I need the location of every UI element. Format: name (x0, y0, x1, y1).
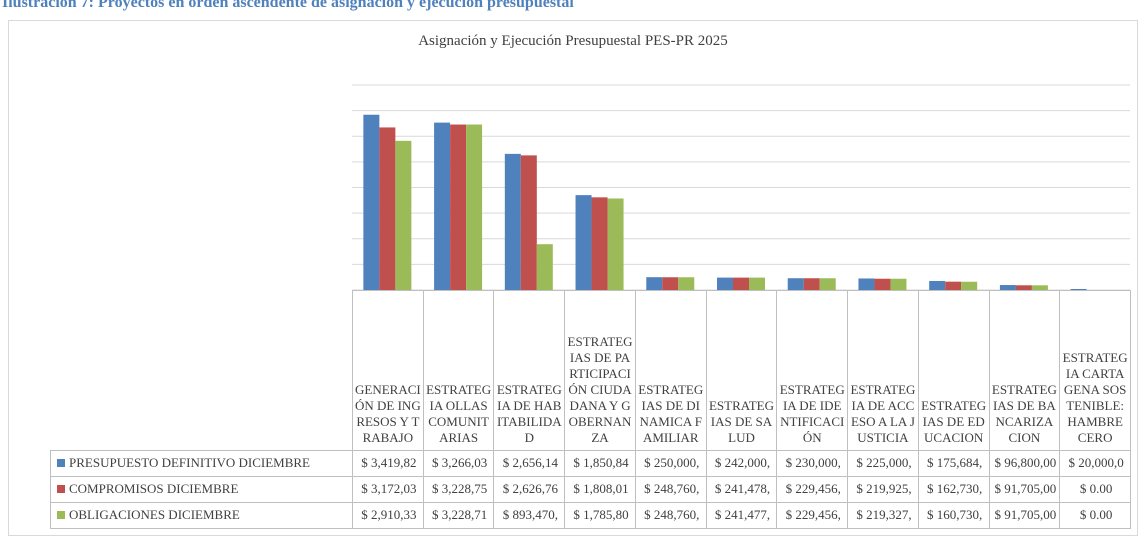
caption: Ilustración 7: Proyectos en orden ascend… (2, 0, 574, 11)
value-label: $ 219,327, (847, 502, 919, 529)
legend-label: PRESUPUESTO DEFINITIVO DICIEMBRE (69, 455, 310, 470)
value-label: $ 248,760, (634, 502, 707, 529)
category-label: ESTRATEGIAS DE PARTICIPACIÓN CIUDADANA Y… (564, 290, 636, 451)
legend-entry: COMPROMISOS DICIEMBRE (50, 476, 353, 503)
legend-entry: OBLIGACIONES DICIEMBRE (50, 502, 353, 529)
bar (450, 124, 467, 290)
category-label: ESTRATEGIAS DE BANCARIZACION (988, 290, 1061, 451)
bar (749, 277, 765, 290)
bar (1070, 288, 1087, 290)
value-label: $ 230,000, (776, 450, 849, 477)
bar (787, 278, 804, 290)
value-label: $ 229,456, (776, 502, 849, 529)
value-label: $ 20,000,0 (1059, 450, 1131, 477)
value-label: $ 248,760, (634, 476, 707, 503)
value-label: $ 91,705,00 (988, 476, 1061, 503)
bar (520, 155, 537, 290)
bar (1015, 285, 1032, 290)
bar (961, 281, 978, 290)
bar (575, 195, 592, 290)
value-label: $ 241,477, (705, 502, 778, 529)
bar (379, 127, 396, 290)
value-label: $ 219,925, (847, 476, 919, 503)
value-label: $ 3,419,82 (352, 450, 424, 477)
value-label: $ 3,228,71 (422, 502, 495, 529)
category-label: ESTRATEGIA DE ACCESO A LA JUSTICIA (847, 290, 919, 451)
category-label: ESTRATEGIAS DE SALUD (705, 290, 778, 451)
value-label: $ 3,172,03 (352, 476, 424, 503)
value-label: $ 2,656,14 (493, 450, 566, 477)
value-label: $ 1,808,01 (564, 476, 636, 503)
value-label: $ 0.00 (1059, 476, 1131, 503)
value-label: $ 241,478, (705, 476, 778, 503)
bar (874, 278, 891, 290)
category-label: ESTRATEGIAS DE EDUCACION (917, 290, 990, 451)
legend-swatch (57, 485, 65, 493)
legend-label: COMPROMISOS DICIEMBRE (69, 481, 239, 496)
value-label: $ 0.00 (1059, 502, 1131, 529)
value-label: $ 250,000, (634, 450, 707, 477)
bar (733, 277, 749, 290)
value-label: $ 229,456, (776, 476, 849, 503)
bar (591, 197, 608, 290)
bar (607, 198, 624, 290)
bar (929, 280, 946, 290)
value-label: $ 96,800,00 (988, 450, 1061, 477)
category-label: GENERACIÓN DE INGRESOS Y TRABAJO (352, 290, 424, 451)
category-label: ESTRATEGIA CARTAGENA SOSTENIBLE: HAMBRE … (1059, 290, 1131, 451)
value-label: $ 175,684, (917, 450, 990, 477)
legend-swatch (57, 511, 65, 519)
value-label: $ 242,000, (705, 450, 778, 477)
bar (945, 281, 962, 290)
value-label: $ 162,730, (917, 476, 990, 503)
legend-entry: PRESUPUESTO DEFINITIVO DICIEMBRE (50, 450, 353, 477)
chart-title: Asignación y Ejecución Presupuestal PES-… (418, 33, 728, 49)
value-label: $ 225,000, (847, 450, 919, 477)
category-label: ESTRATEGIA DE HABITABILIDAD (493, 290, 566, 451)
bar (536, 244, 553, 290)
bar (504, 153, 521, 290)
bar (646, 277, 663, 290)
value-label: $ 1,785,80 (564, 502, 636, 529)
value-label: $ 893,470, (493, 502, 566, 529)
bar (1031, 285, 1048, 290)
bar (678, 277, 695, 290)
value-label: $ 3,228,75 (422, 476, 495, 503)
category-label: ESTRATEGIA OLLAS COMUNITARIAS (422, 290, 495, 451)
value-label: $ 1,850,84 (564, 450, 636, 477)
value-label: $ 2,910,33 (352, 502, 424, 529)
bar (717, 277, 733, 290)
bar (803, 278, 820, 290)
bar (890, 278, 907, 290)
bar (662, 277, 679, 290)
value-label: $ 91,705,00 (988, 502, 1061, 529)
chart-frame (8, 20, 1138, 536)
bar (363, 114, 380, 290)
bar (819, 278, 836, 290)
value-label: $ 3,266,03 (422, 450, 495, 477)
bar (434, 122, 451, 290)
value-label: $ 160,730, (917, 502, 990, 529)
category-label: ESTRATEGIA DE IDENTIFICACIÓN (776, 290, 849, 451)
value-label: $ 2,626,76 (493, 476, 566, 503)
bar (466, 124, 483, 290)
category-label: ESTRATEGIAS DE DINAMICA FAMILIAR (634, 290, 707, 451)
bar (999, 285, 1016, 290)
legend-swatch (57, 459, 65, 467)
legend-label: OBLIGACIONES DICIEMBRE (69, 507, 240, 522)
bar (858, 278, 875, 290)
bar (395, 140, 412, 290)
